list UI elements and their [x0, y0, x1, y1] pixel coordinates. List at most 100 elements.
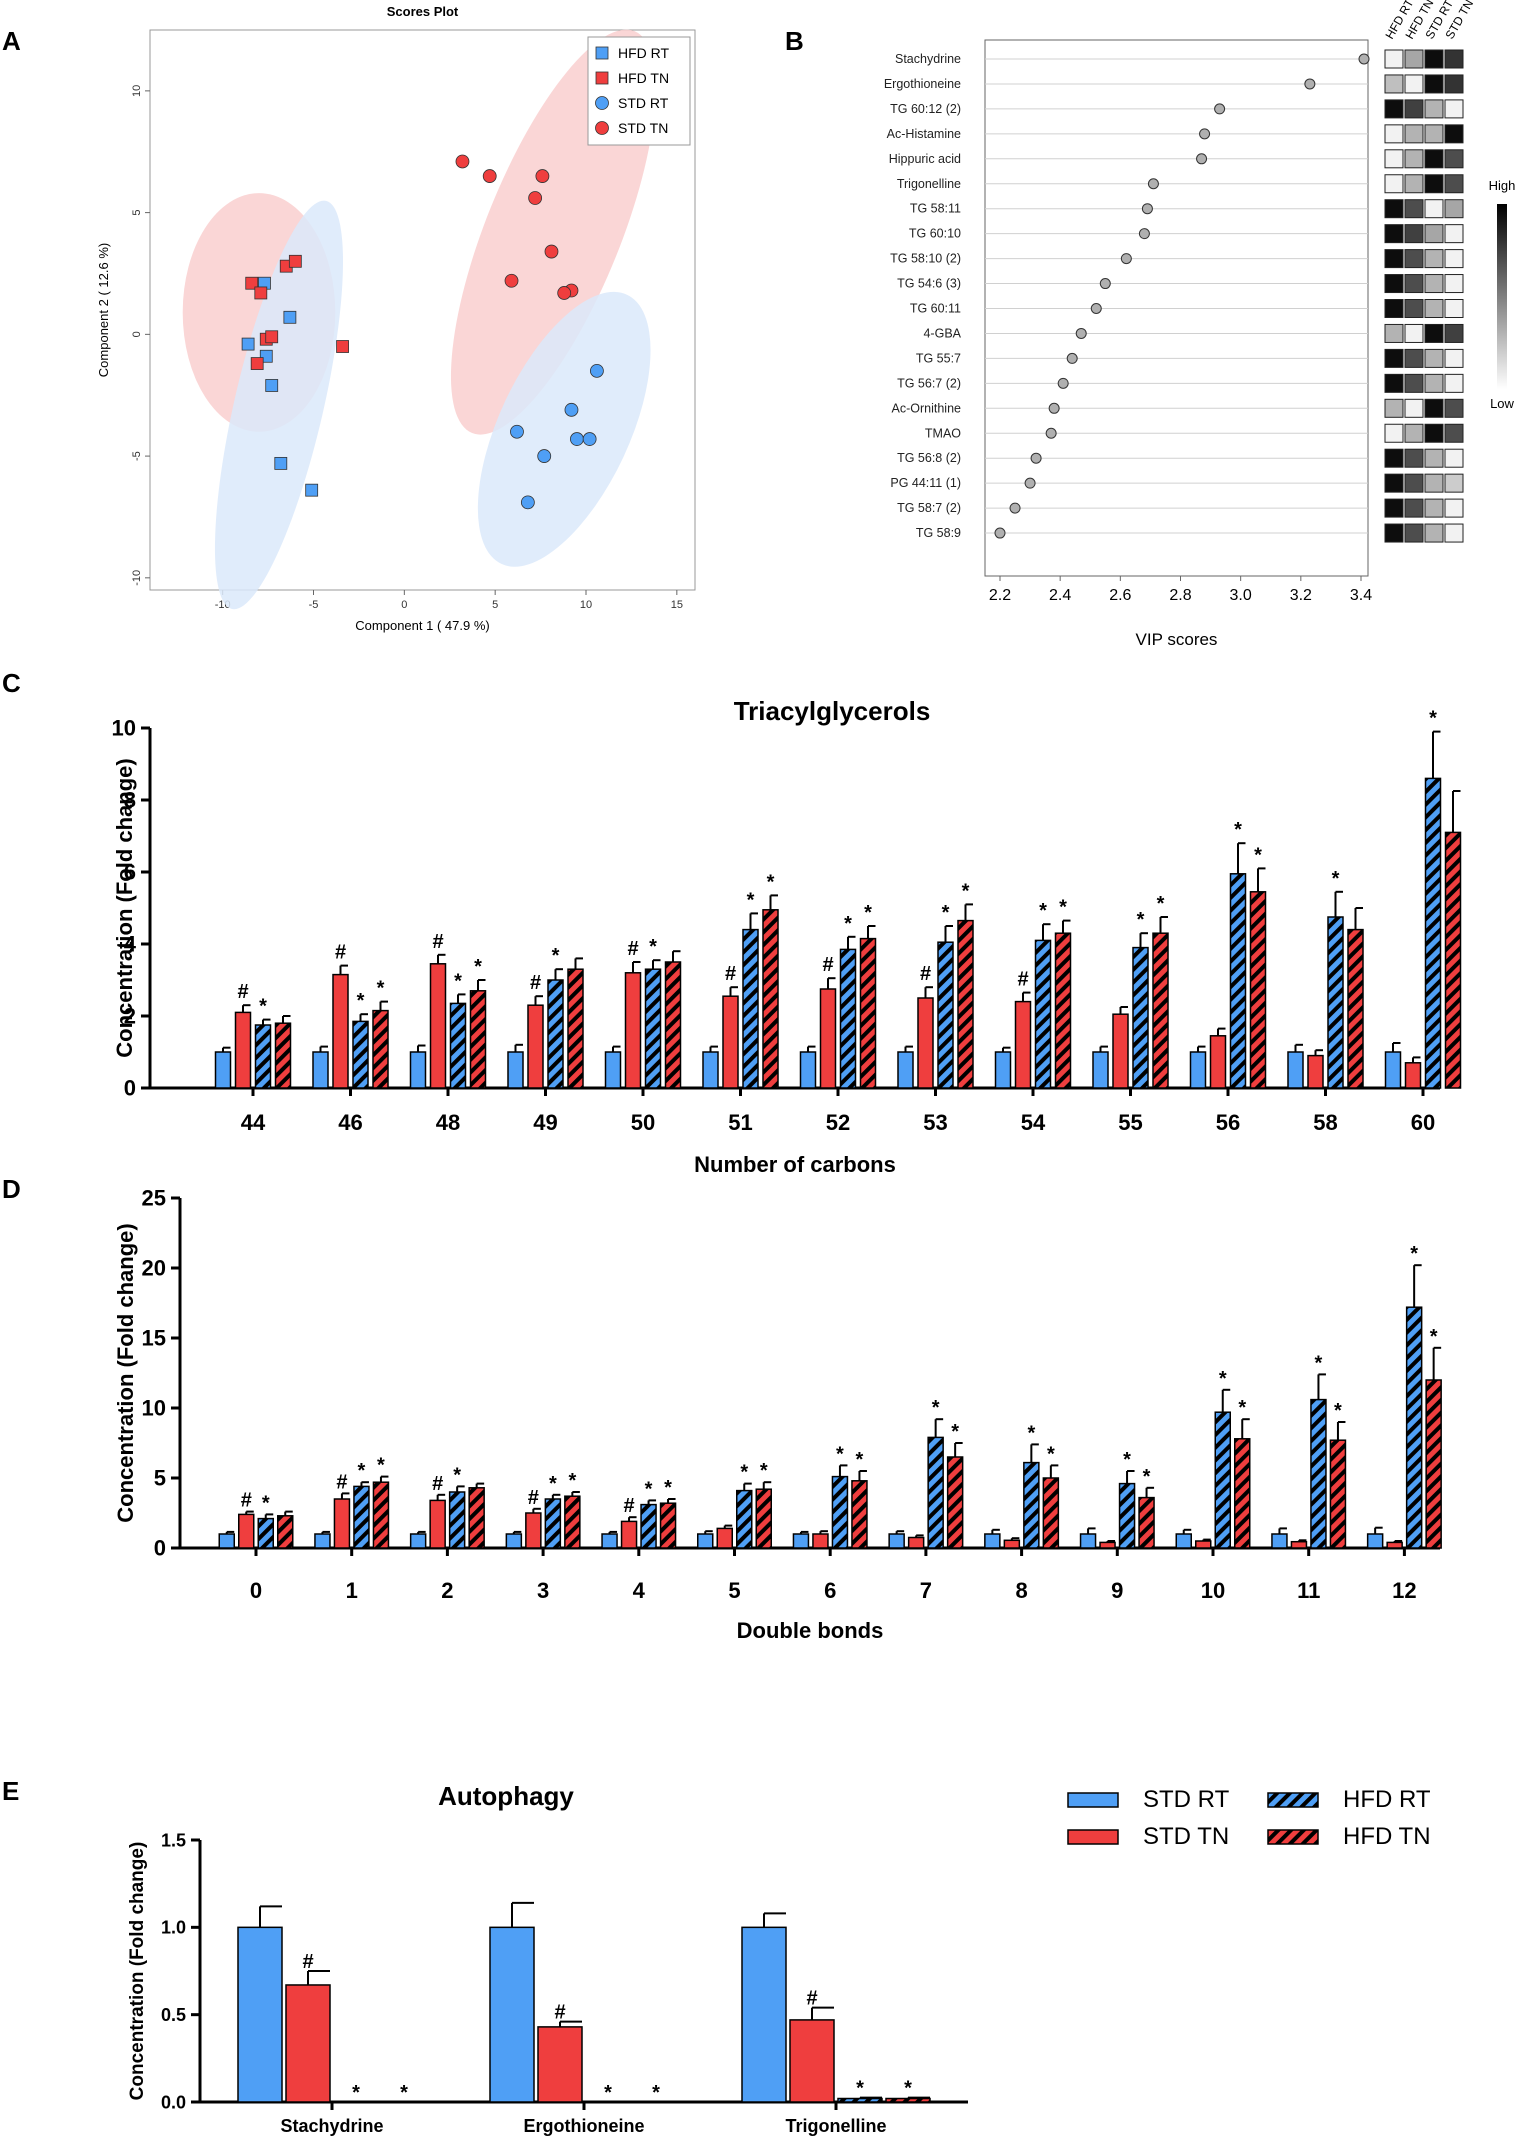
bar-std-tn: [1112, 1013, 1129, 1089]
bar-hfd-tn: [372, 1009, 389, 1089]
bar-hfd-rt: [1424, 777, 1442, 1089]
point-std-rt: [520, 495, 535, 510]
y-tick-label: 0.5: [161, 2005, 186, 2025]
significance-hash: #: [920, 963, 931, 985]
panel-e-legend: STD RT STD TN HFD RT HFD TN: [1067, 1786, 1431, 1850]
bar-std-tn: [234, 1011, 252, 1089]
vip-point: [1138, 228, 1150, 240]
significance-star: *: [747, 889, 755, 911]
y-tick-label: 1.0: [161, 1918, 186, 1938]
point-hfd-tn: [245, 276, 259, 290]
x-tick-label: Ergothioneine: [524, 2116, 645, 2136]
heatmap-cell: [1384, 99, 1404, 119]
significance-star: *: [1254, 844, 1262, 866]
bar-hfd-rt: [449, 1002, 467, 1089]
heatmap-cell: [1424, 99, 1444, 119]
bar-hfd-tn: [1042, 1477, 1060, 1549]
bar-hfd-rt: [937, 941, 954, 1089]
plot-frame: [149, 29, 696, 591]
bar-std-tn: [1003, 1539, 1021, 1549]
bar-hfd-rt: [736, 1489, 753, 1549]
metabolite-label: TG 56:8 (2): [897, 451, 961, 465]
heatmap-cell: [1404, 373, 1424, 393]
vip-point: [994, 527, 1006, 539]
heatmap-cell: [1404, 74, 1424, 94]
bar-std-tn: [1099, 1541, 1116, 1549]
bar-std-rt: [1175, 1533, 1192, 1549]
heatmap-cell: [1424, 348, 1444, 368]
significance-star: *: [568, 1470, 576, 1492]
significance-star: *: [1047, 1443, 1055, 1465]
y-tick-label: 10: [112, 716, 136, 741]
vip-point: [1120, 253, 1132, 265]
x-tick-label: 56: [1216, 1110, 1240, 1135]
heatmap-cell: [1424, 174, 1444, 194]
heatmap-cell: [1444, 174, 1464, 194]
metabolite-label: TG 58:9: [916, 526, 961, 540]
y-tick-label: 20: [142, 1256, 166, 1281]
significance-star: *: [552, 945, 560, 967]
bar-hfd-rt: [1229, 873, 1247, 1089]
y-tick-label: 10: [142, 1396, 166, 1421]
panel-label-e: E: [2, 1776, 19, 1806]
bar-std-rt: [1189, 1051, 1207, 1089]
bar-hfd-rt: [927, 1436, 944, 1549]
bar-std-tn: [1209, 1035, 1227, 1089]
heatmap-cell: [1404, 149, 1424, 169]
significance-hash: #: [237, 981, 248, 1003]
significance-hash: #: [822, 954, 833, 976]
x-tick-label: 2.4: [1049, 587, 1071, 604]
legend-label-hfd-rt: HFD RT: [1343, 1786, 1431, 1813]
heatmap-cell: [1444, 99, 1464, 119]
heatmap-cell: [1404, 224, 1424, 244]
heatmap-cell: [1384, 274, 1404, 294]
bar-hfd-tn: [468, 1487, 485, 1549]
heatmap-cell: [1404, 323, 1424, 343]
heatmap-cell: [1444, 49, 1464, 69]
metabolite-label: Ac-Ornithine: [892, 401, 962, 415]
metabolite-label: TG 56:7 (2): [897, 376, 961, 390]
metabolite-label: TG 54:6 (3): [897, 277, 961, 291]
bar-std-tn: [620, 1520, 638, 1549]
legend-label-hfd-rt: HFD RT: [618, 45, 670, 61]
bar-hfd-rt: [644, 968, 662, 1089]
metabolite-label: Ac-Histamine: [887, 127, 961, 141]
significance-star: *: [856, 1449, 864, 1471]
significance-star: *: [904, 2078, 912, 2100]
x-tick-label: 58: [1313, 1110, 1337, 1135]
point-hfd-rt: [274, 456, 288, 470]
heatmap-cell: [1384, 323, 1404, 343]
metabolite-label: Ergothioneine: [884, 77, 961, 91]
significance-star: *: [844, 913, 852, 935]
panel-label-a: A: [2, 26, 21, 56]
heatmap-cell: [1404, 473, 1424, 493]
bar-hfd-tn: [564, 1495, 581, 1549]
heatmap-cell: [1424, 199, 1444, 219]
significance-hash: #: [627, 938, 638, 960]
vip-point: [1075, 327, 1087, 339]
bar-std-tn: [624, 972, 642, 1089]
point-std-rt: [590, 363, 604, 378]
y-axis-label: Concentration (Fold change): [127, 1842, 148, 2101]
x-tick-label: 49: [533, 1110, 557, 1135]
heatmap-cell: [1444, 249, 1464, 269]
point-std-rt: [570, 432, 584, 446]
heatmap-cell: [1404, 299, 1424, 318]
significance-star: *: [836, 1443, 844, 1465]
bar-hfd-rt: [831, 1475, 849, 1549]
x-tick-label: 51: [728, 1110, 752, 1135]
chart-title: Scores Plot: [387, 4, 459, 19]
heatmap-cell: [1404, 498, 1424, 518]
x-tick-label: 10: [1201, 1578, 1225, 1603]
bar-hfd-rt: [1023, 1461, 1040, 1549]
point-std-tn: [504, 273, 519, 288]
bar-std-rt: [1287, 1051, 1304, 1089]
point-std-rt: [510, 424, 524, 439]
heatmap-cell: [1404, 49, 1424, 69]
vip-point: [1141, 203, 1153, 215]
heatmap-cell: [1444, 373, 1464, 393]
bar-std-tn: [285, 1984, 331, 2103]
y-tick-label: 10: [131, 85, 143, 97]
significance-star: *: [1429, 708, 1437, 730]
significance-star: *: [352, 2082, 360, 2104]
